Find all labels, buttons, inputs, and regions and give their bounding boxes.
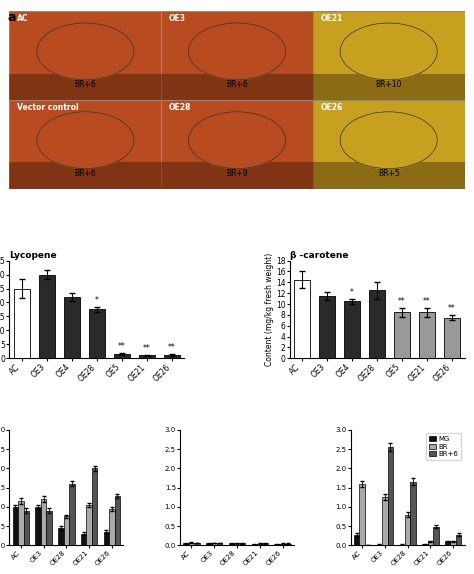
- Bar: [369, 290, 385, 358]
- Bar: [36, 507, 41, 545]
- Bar: [313, 162, 465, 189]
- Bar: [456, 534, 461, 545]
- Bar: [354, 534, 359, 545]
- Bar: [189, 542, 194, 545]
- Bar: [41, 499, 46, 545]
- Bar: [405, 514, 410, 545]
- Bar: [183, 544, 189, 545]
- Bar: [217, 543, 222, 545]
- Bar: [344, 301, 360, 358]
- Bar: [433, 527, 438, 545]
- Bar: [115, 496, 120, 545]
- Text: a: a: [8, 11, 17, 25]
- Bar: [39, 274, 55, 358]
- Text: OE28: OE28: [169, 103, 191, 112]
- Bar: [18, 501, 24, 545]
- Bar: [313, 73, 465, 100]
- Text: **: **: [398, 297, 406, 306]
- Circle shape: [340, 23, 437, 80]
- Bar: [319, 296, 335, 358]
- Circle shape: [37, 112, 134, 169]
- Circle shape: [37, 23, 134, 80]
- Bar: [445, 541, 450, 545]
- Text: AC: AC: [17, 14, 28, 23]
- Text: **: **: [143, 344, 151, 352]
- Bar: [240, 544, 245, 545]
- Text: **: **: [423, 297, 431, 306]
- Text: **: **: [168, 343, 176, 352]
- Bar: [206, 544, 211, 545]
- Circle shape: [189, 112, 285, 169]
- Bar: [24, 511, 29, 545]
- Bar: [450, 541, 456, 545]
- Bar: [428, 541, 433, 545]
- Bar: [58, 528, 64, 545]
- Bar: [161, 11, 313, 100]
- Bar: [9, 100, 161, 189]
- Text: BR+5: BR+5: [378, 169, 400, 177]
- Text: β -carotene: β -carotene: [290, 251, 348, 260]
- Bar: [139, 355, 155, 358]
- Bar: [164, 355, 180, 358]
- Bar: [388, 447, 393, 545]
- Bar: [382, 497, 388, 545]
- Bar: [257, 544, 263, 545]
- Bar: [234, 544, 240, 545]
- Bar: [444, 317, 460, 358]
- Bar: [86, 505, 92, 545]
- Bar: [9, 73, 161, 100]
- Bar: [422, 544, 428, 545]
- Bar: [92, 468, 97, 545]
- Bar: [359, 484, 365, 545]
- Bar: [14, 289, 30, 358]
- Bar: [161, 73, 313, 100]
- Text: **: **: [448, 304, 456, 313]
- Bar: [13, 507, 18, 545]
- Text: BR+6: BR+6: [74, 169, 96, 177]
- Bar: [64, 297, 80, 358]
- Text: Lycopene: Lycopene: [9, 251, 57, 260]
- Bar: [64, 517, 69, 545]
- Bar: [69, 484, 74, 545]
- Bar: [81, 534, 86, 545]
- Bar: [313, 11, 465, 100]
- Bar: [294, 280, 310, 358]
- Bar: [394, 312, 410, 358]
- Text: OE21: OE21: [320, 14, 343, 23]
- Bar: [280, 544, 285, 545]
- Bar: [109, 509, 115, 545]
- Circle shape: [340, 112, 437, 169]
- Text: OE3: OE3: [169, 14, 186, 23]
- Bar: [313, 100, 465, 189]
- Bar: [211, 543, 217, 545]
- Bar: [46, 511, 52, 545]
- Text: BR+6: BR+6: [74, 80, 96, 89]
- Bar: [252, 544, 257, 545]
- Bar: [114, 354, 130, 358]
- Bar: [410, 482, 416, 545]
- Bar: [263, 544, 268, 545]
- Y-axis label: Content (mg/kg fresh weight): Content (mg/kg fresh weight): [265, 253, 274, 366]
- Bar: [104, 532, 109, 545]
- Text: BR+6: BR+6: [226, 80, 248, 89]
- Legend: MG, BR, BR+6: MG, BR, BR+6: [426, 433, 461, 460]
- Bar: [229, 544, 234, 545]
- Bar: [161, 162, 313, 189]
- Text: BR+9: BR+9: [226, 169, 248, 177]
- Bar: [9, 162, 161, 189]
- Circle shape: [189, 23, 285, 80]
- Bar: [194, 543, 200, 545]
- Text: **: **: [118, 342, 126, 351]
- Bar: [419, 312, 435, 358]
- Bar: [285, 544, 291, 545]
- Text: *: *: [95, 296, 99, 305]
- Text: *: *: [350, 288, 354, 297]
- Bar: [89, 309, 105, 358]
- Text: BR+10: BR+10: [375, 80, 402, 89]
- Bar: [274, 544, 280, 545]
- Bar: [9, 11, 161, 100]
- Text: Vector control: Vector control: [17, 103, 79, 112]
- Bar: [161, 100, 313, 189]
- Text: OE26: OE26: [320, 103, 343, 112]
